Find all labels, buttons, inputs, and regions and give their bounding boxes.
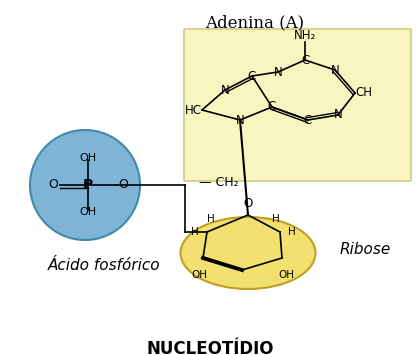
Text: OH: OH [191,270,207,280]
Text: O: O [48,179,58,191]
Text: OH: OH [79,153,97,163]
Text: O: O [243,197,252,210]
Text: H: H [272,214,280,224]
Text: H: H [288,227,296,237]
Text: C: C [301,54,309,66]
Text: N: N [333,109,342,121]
Text: HC: HC [185,104,202,116]
Text: NH₂: NH₂ [294,29,316,42]
Text: NUCLEOTÍDIO: NUCLEOTÍDIO [146,340,274,355]
Text: C: C [248,70,256,82]
Text: — CH₂: — CH₂ [199,176,239,190]
Ellipse shape [181,217,315,289]
Text: Adenina (A): Adenina (A) [205,14,304,31]
Text: N: N [236,114,244,126]
Text: N: N [220,83,229,97]
Text: N: N [273,66,282,78]
Text: Ácido fosfórico: Ácido fosfórico [48,258,160,273]
Text: CH: CH [355,87,372,99]
Text: OH: OH [278,270,294,280]
Text: P: P [83,178,93,192]
Text: OH: OH [79,207,97,217]
Circle shape [30,130,140,240]
Text: C: C [268,100,276,114]
Text: N: N [331,64,339,76]
Text: H: H [207,214,215,224]
Text: H: H [191,227,199,237]
Text: C: C [304,114,312,126]
Text: O: O [118,179,128,191]
FancyBboxPatch shape [184,29,411,181]
Text: Ribose: Ribose [340,242,391,257]
